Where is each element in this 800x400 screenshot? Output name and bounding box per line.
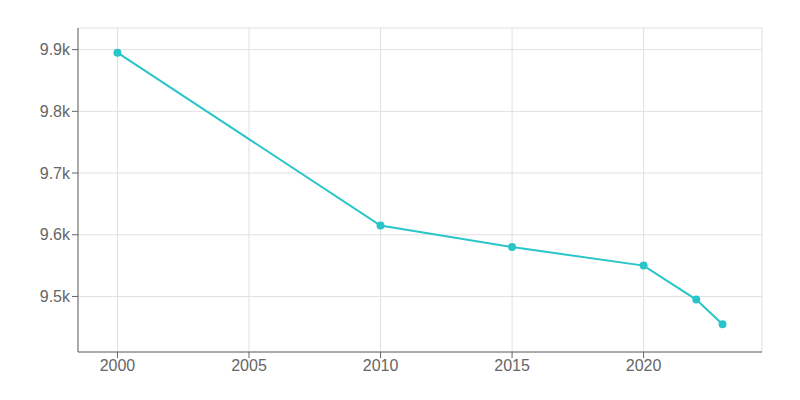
svg-text:9.6k: 9.6k (40, 226, 71, 243)
svg-text:9.9k: 9.9k (40, 41, 71, 58)
svg-text:2000: 2000 (100, 357, 136, 374)
svg-text:2015: 2015 (494, 357, 530, 374)
svg-text:2020: 2020 (626, 357, 662, 374)
svg-text:2010: 2010 (363, 357, 399, 374)
svg-text:9.8k: 9.8k (40, 103, 71, 120)
svg-text:9.5k: 9.5k (40, 288, 71, 305)
svg-text:2005: 2005 (231, 357, 267, 374)
svg-text:9.7k: 9.7k (40, 165, 71, 182)
